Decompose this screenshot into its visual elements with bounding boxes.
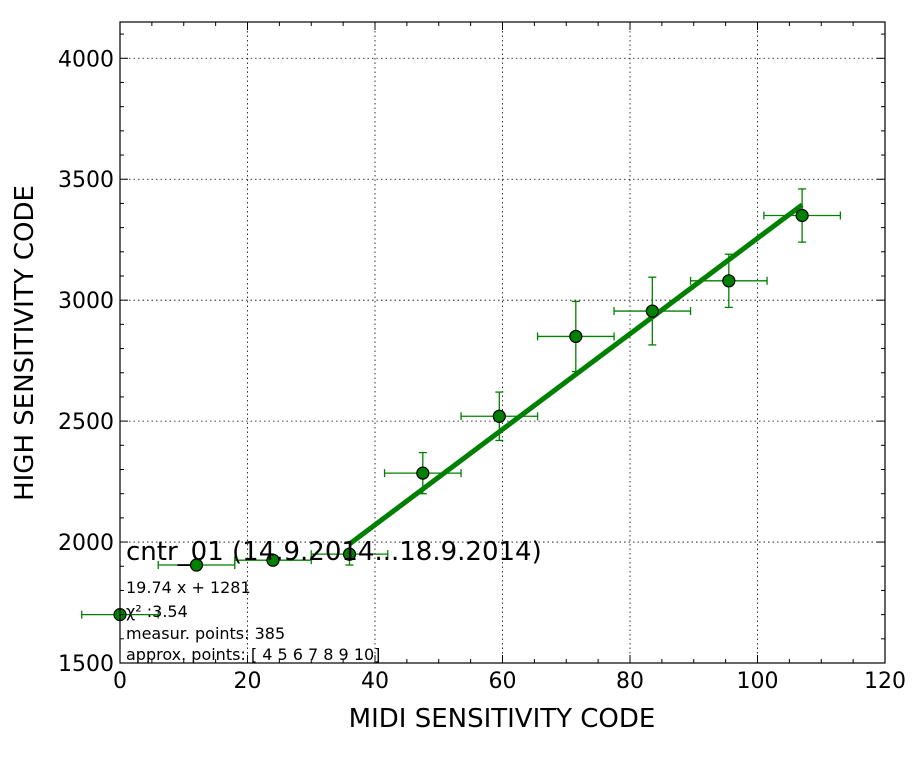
data-point <box>645 304 659 318</box>
annotation-box: cntr_01 (14.9.2014...18.9.2014) 19.74 x … <box>126 537 542 664</box>
annotation-approx-points: approx. points: [ 4 5 6 7 8 9 10] <box>126 645 380 664</box>
data-point <box>189 558 204 572</box>
data-point <box>569 329 583 344</box>
data-point <box>266 553 280 567</box>
y-tick-label: 3000 <box>58 289 114 314</box>
x-tick-labels: 0 20 40 60 80 100 120 <box>113 669 906 694</box>
annotation-title: cntr_01 (14.9.2014...18.9.2014) <box>126 537 542 567</box>
y-tick-labels: 1500 2000 2500 3000 3500 4000 <box>58 47 114 677</box>
data-point <box>416 466 430 480</box>
y-tick-label: 2500 <box>58 410 114 435</box>
x-axis-title: MIDI SENSITIVITY CODE <box>349 704 656 734</box>
y-tick-label: 1500 <box>58 652 114 677</box>
x-tick-label: 100 <box>737 669 779 694</box>
annotation-measured-points: measur. points: 385 <box>126 624 285 643</box>
y-tick-label: 2000 <box>58 531 114 556</box>
x-tick-label: 60 <box>489 669 517 694</box>
x-tick-label: 20 <box>234 669 262 694</box>
fit-line <box>348 202 804 546</box>
x-tick-label: 120 <box>864 669 906 694</box>
annotation-fit-equation: 19.74 x + 1281 <box>126 578 251 597</box>
fit-line-group <box>348 202 804 546</box>
y-tick-label: 3500 <box>58 168 114 193</box>
y-tick-label: 4000 <box>58 47 114 72</box>
data-point <box>795 208 809 223</box>
grid <box>120 22 885 663</box>
data-point <box>722 274 736 288</box>
x-tick-label: 0 <box>113 669 127 694</box>
data-point <box>492 409 506 423</box>
y-axis-title: HIGH SENSITIVITY CODE <box>10 185 40 501</box>
ticks <box>119 22 886 664</box>
data-point <box>342 547 357 561</box>
x-tick-label: 80 <box>616 669 644 694</box>
annotation-chi-square: χ² :3.54 <box>126 602 188 621</box>
x-tick-label: 40 <box>361 669 389 694</box>
